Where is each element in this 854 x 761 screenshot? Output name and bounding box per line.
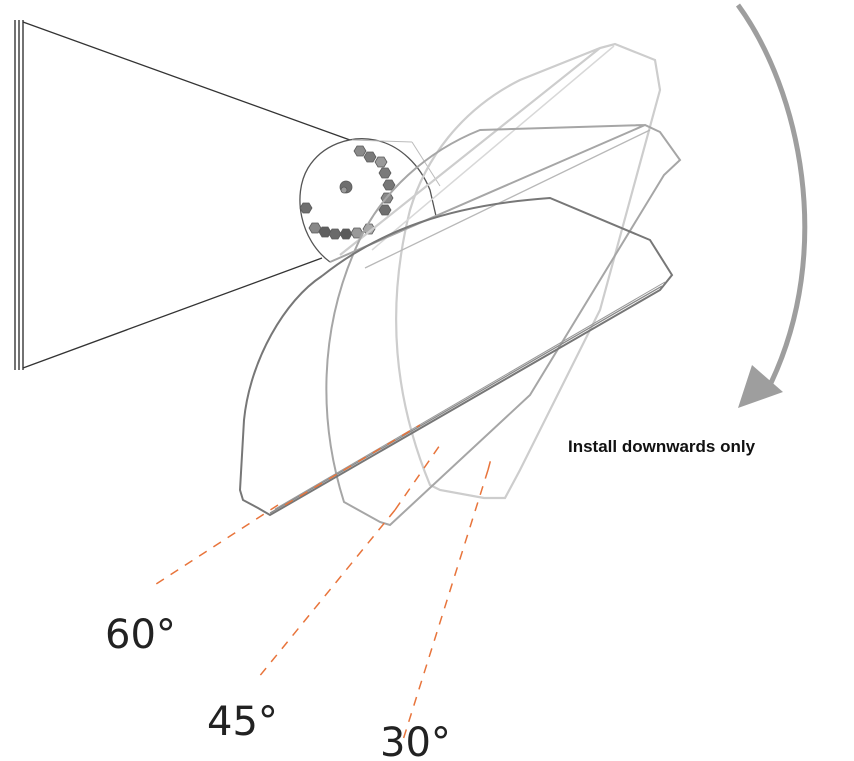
wall-plate <box>14 20 24 370</box>
guide-60 <box>149 504 279 589</box>
install-caption: Install downwards only <box>568 437 756 456</box>
angle-label-60: 60° <box>105 612 176 658</box>
arrowhead-icon <box>738 365 783 408</box>
angle-label-30: 30° <box>380 720 451 761</box>
curved-arrow-icon <box>735 3 808 387</box>
arm-30-degrees <box>339 42 662 500</box>
guide-45 <box>257 509 396 679</box>
guide-30 <box>402 469 489 741</box>
arm-60-degrees <box>238 196 674 517</box>
angle-guides <box>149 424 493 741</box>
angle-label-45: 45° <box>207 699 278 745</box>
arm-45-degrees <box>325 123 682 527</box>
projection-cone <box>22 21 351 369</box>
hub-holes <box>299 145 396 240</box>
